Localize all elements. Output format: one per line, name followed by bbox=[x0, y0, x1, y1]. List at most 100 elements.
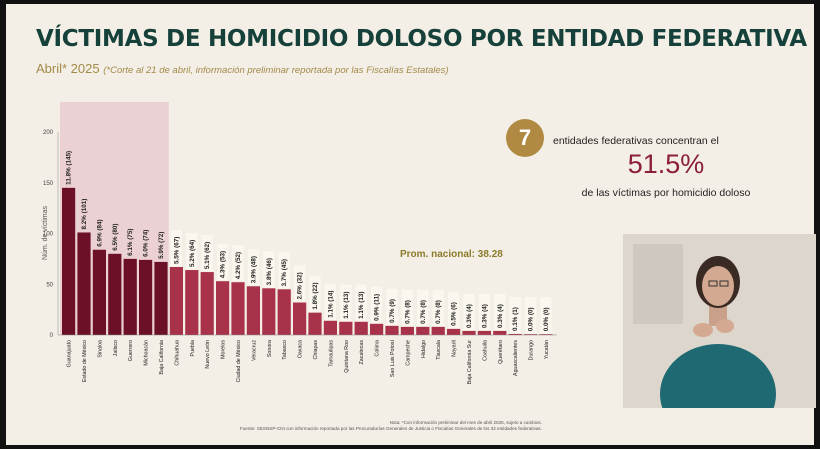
category-label: Chihuahua bbox=[174, 340, 180, 366]
category-label: Quintana Roo bbox=[344, 340, 350, 373]
data-label: 0.3% (4) bbox=[466, 304, 473, 328]
data-label: 2.6% (32) bbox=[297, 272, 304, 299]
category-label: Morelos bbox=[221, 340, 227, 359]
bar bbox=[169, 266, 183, 335]
value-label-bg bbox=[448, 291, 460, 328]
y-tick-label: 100 bbox=[43, 232, 54, 238]
footnote: Nota: *Con información preliminar del me… bbox=[150, 420, 542, 432]
bar bbox=[416, 326, 430, 335]
bar bbox=[431, 326, 445, 335]
data-label: 0.0% (0) bbox=[528, 307, 535, 331]
bar bbox=[62, 187, 76, 335]
data-label: 4.2% (52) bbox=[235, 252, 242, 279]
category-label: Guanajuato bbox=[67, 340, 73, 367]
category-label: Durango bbox=[529, 340, 535, 360]
data-label: 0.7% (8) bbox=[420, 300, 427, 324]
value-label-bg bbox=[371, 286, 383, 323]
value-label-bg bbox=[217, 244, 229, 281]
y-tick-label: 200 bbox=[43, 130, 54, 136]
category-label: Zacatecas bbox=[359, 340, 365, 365]
bar bbox=[246, 286, 260, 335]
bar bbox=[477, 330, 491, 335]
y-tick-label: 0 bbox=[50, 333, 54, 339]
value-label-bg bbox=[340, 284, 352, 321]
category-label: Estado de México bbox=[82, 340, 88, 382]
bar bbox=[385, 325, 399, 335]
category-label: Coahuila bbox=[482, 340, 488, 361]
sign-language-interpreter-video bbox=[623, 234, 816, 408]
value-label-bg bbox=[401, 289, 413, 326]
value-label-bg bbox=[478, 293, 490, 330]
category-label: Tabasco bbox=[282, 340, 288, 360]
y-tick-label: 50 bbox=[46, 282, 53, 288]
data-label: 0.3% (4) bbox=[497, 304, 504, 328]
value-label-bg bbox=[386, 288, 398, 325]
data-label: 6.1% (75) bbox=[127, 229, 134, 256]
value-label-bg bbox=[263, 251, 275, 288]
bar bbox=[493, 330, 507, 335]
data-label: 6.0% (74) bbox=[143, 230, 150, 257]
data-label: 0.0% (0) bbox=[543, 307, 550, 331]
category-label: Querétaro bbox=[498, 340, 504, 364]
category-label: Oaxaca bbox=[298, 340, 304, 358]
value-label-bg bbox=[186, 233, 198, 270]
category-label: Hidalgo bbox=[421, 340, 427, 358]
category-label: Sinaloa bbox=[97, 340, 103, 358]
bar bbox=[200, 272, 214, 335]
data-label: 0.1% (1) bbox=[512, 307, 519, 331]
category-label: Baja California Sur bbox=[467, 340, 473, 384]
category-label: Ciudad de México bbox=[236, 340, 242, 382]
value-label-bg bbox=[494, 293, 506, 330]
data-label: 0.9% (11) bbox=[374, 294, 381, 321]
footnote-note: Nota: *Con información preliminar del me… bbox=[389, 420, 542, 425]
y-tick-label: 150 bbox=[43, 181, 54, 187]
subtitle: Abril* 2025 (*Corte al 21 de abril, info… bbox=[36, 61, 449, 76]
bar bbox=[262, 288, 276, 335]
category-label: Jalisco bbox=[113, 340, 119, 356]
data-label: 6.9% (84) bbox=[96, 219, 103, 246]
category-label: Veracruz bbox=[251, 340, 257, 361]
value-label-bg bbox=[525, 297, 537, 334]
value-label-bg bbox=[309, 275, 321, 312]
category-label: Sonora bbox=[267, 340, 273, 357]
data-label: 1.1% (14) bbox=[327, 290, 334, 317]
data-label: 8.2% (101) bbox=[81, 199, 88, 230]
category-label: Yucatán bbox=[544, 340, 550, 359]
bar bbox=[293, 302, 307, 335]
data-label: 6.5% (80) bbox=[112, 223, 119, 250]
bar bbox=[508, 333, 522, 335]
bar bbox=[400, 326, 414, 335]
value-label-bg bbox=[294, 265, 306, 302]
data-label: 11.8% (145) bbox=[66, 151, 73, 185]
sign-language-interpreter-icon bbox=[623, 234, 816, 408]
category-label: Colima bbox=[375, 340, 381, 357]
bar bbox=[308, 312, 322, 335]
category-label: San Luis Potosí bbox=[390, 339, 396, 377]
bar bbox=[123, 258, 137, 335]
data-label: 5.1% (62) bbox=[204, 242, 211, 269]
callout-line-2: de las víctimas por homicidio doloso bbox=[581, 187, 751, 199]
bar bbox=[539, 334, 553, 335]
data-label: 0.7% (8) bbox=[435, 300, 442, 324]
category-label: Nayarit bbox=[452, 339, 458, 356]
bar bbox=[108, 253, 122, 335]
data-label: 0.5% (6) bbox=[451, 302, 458, 326]
bar bbox=[77, 232, 91, 335]
value-label-bg bbox=[355, 284, 367, 321]
bar bbox=[185, 270, 199, 335]
category-label: Baja California bbox=[159, 340, 165, 375]
bar bbox=[447, 328, 461, 335]
data-label: 0.3% (4) bbox=[481, 304, 488, 328]
value-label-bg bbox=[201, 235, 213, 272]
data-label: 0.7% (8) bbox=[404, 300, 411, 324]
callout-line-1: entidades federativas concentran el bbox=[553, 135, 719, 147]
data-label: 0.7% (9) bbox=[389, 299, 396, 323]
callout-panel: 7 entidades federativas concentran el 51… bbox=[506, 117, 776, 212]
bar bbox=[462, 330, 476, 335]
average-label: Prom. nacional: 38.28 bbox=[400, 249, 503, 260]
value-label-bg bbox=[509, 296, 521, 333]
data-label: 5.5% (67) bbox=[173, 237, 180, 264]
data-label: 5.9% (72) bbox=[158, 232, 165, 259]
data-label: 1.1% (13) bbox=[358, 291, 365, 318]
value-label-bg bbox=[417, 289, 429, 326]
